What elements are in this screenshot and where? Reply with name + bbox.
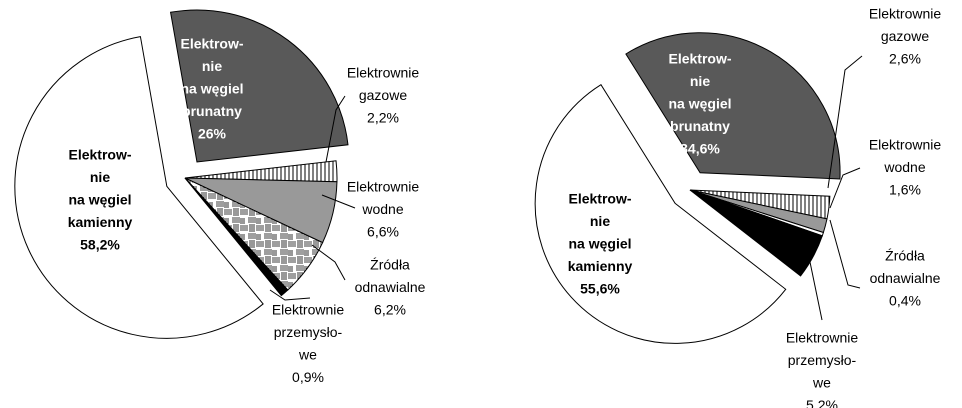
slice-value-label: 0,4% xyxy=(889,293,921,309)
slice-value-label: 26% xyxy=(198,126,227,142)
slice-label: Elektrownie gazowe 2,6% xyxy=(869,6,942,67)
slice-label-line: gazowe xyxy=(881,28,929,44)
slice-label-line: Elektrow- xyxy=(568,191,631,207)
slice-label-line: na węgiel xyxy=(668,96,731,112)
slice-label-line: we xyxy=(812,375,831,391)
slice-label-line: na węgiel xyxy=(180,81,243,97)
slice-label-line: Elektrow- xyxy=(68,147,131,163)
slice-label-line: na węgiel xyxy=(568,236,631,252)
slice-label-line: przemysło- xyxy=(788,352,857,368)
slice-label: Elektrow-nie na węgiel brunatny 34,6% xyxy=(668,51,731,157)
slice-label-line: nie xyxy=(690,73,710,89)
slice-label-line: nie xyxy=(90,169,110,185)
slice-label-line: Elektrownie xyxy=(272,302,345,318)
slice-label: Elektrownie wodne 1,6% xyxy=(869,137,942,198)
slice-label-line: Elektrow- xyxy=(180,36,243,52)
slice-label: Elektrownie przemysło-we 0,9% xyxy=(272,302,345,386)
leader-line xyxy=(829,167,861,209)
slice-label: Źródła odnawialne 0,4% xyxy=(870,248,941,309)
slice-label-line: Elektrownie xyxy=(347,179,420,195)
slice-label-line: brunatny xyxy=(670,118,730,134)
slice-value-label: 6,6% xyxy=(367,224,399,240)
slice-label-line: kamienny xyxy=(568,258,633,274)
slice-value-label: 2,6% xyxy=(889,51,921,67)
leader-line xyxy=(269,289,311,301)
slice-value-label: 2,2% xyxy=(367,110,399,126)
slice-label-line: przemysło- xyxy=(274,324,343,340)
slice-label: Elektrownie gazowe 2,2% xyxy=(347,65,420,126)
slice-value-label: 34,6% xyxy=(680,141,720,157)
slice-label-line: Źródła xyxy=(885,248,925,264)
pie-slice xyxy=(534,83,787,344)
leader-line xyxy=(325,95,346,163)
slice-label: Elektrow-nie na węgiel brunatny 26% xyxy=(180,36,243,142)
slice-label-line: Elektrownie xyxy=(869,137,942,153)
slice-label-line: na węgiel xyxy=(68,192,131,208)
slice-label-line: nie xyxy=(202,58,222,74)
slice-label-line: nie xyxy=(590,213,610,229)
slice-label-line: odnawialne xyxy=(355,279,426,295)
pie-slice xyxy=(689,189,823,277)
slice-label-line: Źródła xyxy=(370,257,410,273)
slice-value-label: 6,2% xyxy=(374,302,406,318)
slice-label-line: brunatny xyxy=(182,103,242,119)
slice-label-line: Elektrow- xyxy=(668,51,731,67)
slice-label-line: Elektrownie xyxy=(786,330,859,346)
leader-line xyxy=(809,261,823,321)
slice-label-line: wodne xyxy=(361,201,403,217)
slice-value-label: 58,2% xyxy=(80,237,120,253)
leader-line xyxy=(829,219,861,289)
slice-label-line: kamienny xyxy=(68,214,133,230)
slice-label-line: gazowe xyxy=(359,87,407,103)
slice-label-line: Elektrownie xyxy=(347,65,420,81)
slice-label: Elektrownie wodne 6,6% xyxy=(347,179,420,240)
slice-label-line: Elektrownie xyxy=(869,6,942,22)
slice-value-label: 1,6% xyxy=(889,182,921,198)
slice-label: Elektrow-nie na węgiel kamienny 58,2% xyxy=(68,147,133,253)
pie-slice xyxy=(169,9,349,163)
pie-slice xyxy=(184,177,289,297)
slice-value-label: 0,9% xyxy=(292,369,324,385)
slice-label-line: we xyxy=(298,347,317,363)
leader-line xyxy=(321,194,356,209)
leader-line xyxy=(827,55,863,189)
pie-slice xyxy=(625,32,841,180)
slice-label: Elektrownie przemysło-we 5,2% xyxy=(786,330,859,408)
slice-value-label: 55,6% xyxy=(580,281,620,297)
slice-label: Źródła odnawialne 6,2% xyxy=(355,257,426,318)
slice-label-line: wodne xyxy=(883,159,925,175)
slice-value-label: 5,2% xyxy=(806,397,838,408)
slice-label: Elektrow-nie na węgiel kamienny 55,6% xyxy=(568,191,633,297)
pie-slice xyxy=(14,36,264,339)
slice-label-line: odnawialne xyxy=(870,270,941,286)
leader-line xyxy=(311,244,346,281)
